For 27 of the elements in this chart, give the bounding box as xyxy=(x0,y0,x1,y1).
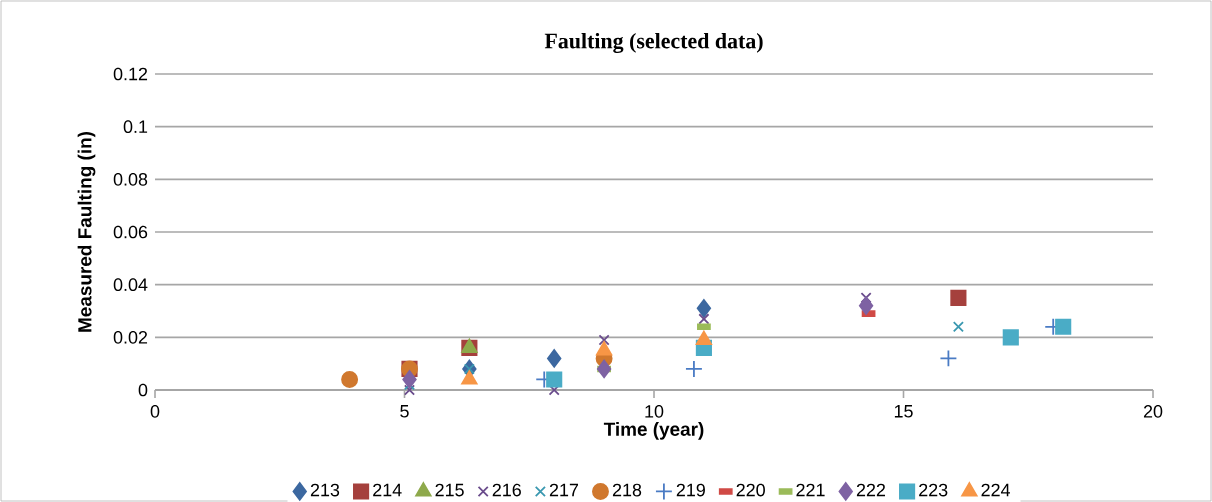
x-tick-label: 0 xyxy=(150,405,160,418)
y-tick-label: 0.12 xyxy=(113,67,148,81)
y-tick-label: 0.02 xyxy=(113,330,148,344)
chart-title: Faulting (selected data) xyxy=(544,32,763,54)
y-tick-label: 0.08 xyxy=(113,172,148,186)
legend-label: 217 xyxy=(549,483,579,497)
y-tick-label: 0.06 xyxy=(113,225,148,239)
legend-label: 216 xyxy=(492,483,521,497)
legend-label: 213 xyxy=(310,483,340,497)
legend-label: 219 xyxy=(676,483,705,497)
y-tick-label: 0 xyxy=(138,383,148,397)
x-tick-label: 15 xyxy=(894,405,913,418)
legend-label: 214 xyxy=(373,483,402,497)
y-tick-label: 0.1 xyxy=(123,120,148,134)
x-axis-title: Time (year) xyxy=(603,422,704,440)
legend-label: 221 xyxy=(796,483,825,497)
legend-label: 220 xyxy=(736,483,765,497)
legend-label: 223 xyxy=(919,483,948,497)
y-tick-label: 0.04 xyxy=(113,278,148,292)
legend-label: 215 xyxy=(435,483,464,497)
x-tick-label: 10 xyxy=(645,405,664,418)
legend-label: 222 xyxy=(856,483,886,497)
x-tick-label: 5 xyxy=(400,405,409,418)
x-tick-label: 20 xyxy=(1143,405,1163,418)
y-axis-title: Measured Faulting (in) xyxy=(77,131,96,332)
legend-label: 218 xyxy=(612,483,642,497)
legend-label: 224 xyxy=(981,483,1010,497)
